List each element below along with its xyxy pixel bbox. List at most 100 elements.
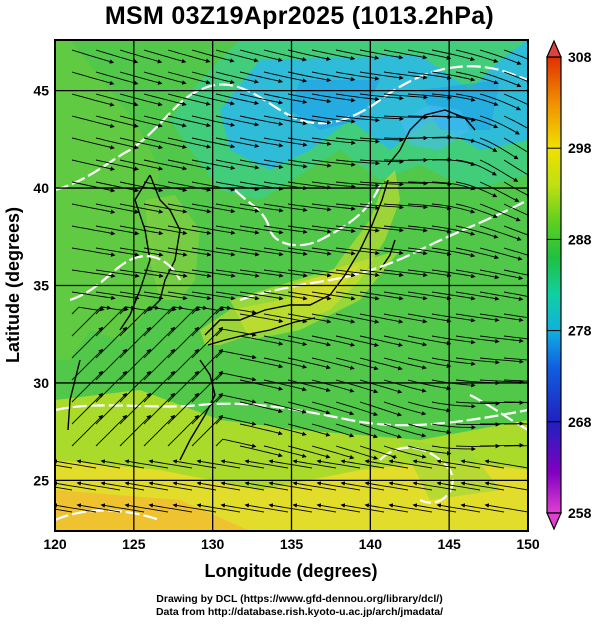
streamline <box>215 159 260 170</box>
streamline <box>124 459 169 469</box>
lon-tick-label: 120 <box>43 536 67 552</box>
streamline <box>268 459 313 469</box>
streamline <box>431 203 476 214</box>
streamline <box>167 137 212 149</box>
streamline <box>167 159 212 171</box>
streamline <box>311 335 356 347</box>
streamline <box>407 269 452 278</box>
streamline <box>244 459 289 469</box>
colorbar-gradient <box>546 56 562 514</box>
streamline <box>359 181 404 187</box>
streamline <box>311 93 356 103</box>
streamline <box>287 379 331 392</box>
streamline <box>119 225 164 236</box>
streamline <box>172 481 217 491</box>
streamline <box>383 181 429 186</box>
streamline <box>143 159 188 171</box>
streamline <box>479 443 525 448</box>
streamline <box>364 503 409 513</box>
streamline <box>503 93 528 106</box>
streamline <box>263 269 308 278</box>
streamline <box>479 357 524 364</box>
streamline <box>455 401 501 406</box>
streamline <box>311 379 355 393</box>
streamline <box>431 401 476 409</box>
streamline <box>196 481 241 491</box>
streamline <box>503 225 528 236</box>
lon-tick-label: 135 <box>280 536 304 552</box>
streamline <box>407 71 452 80</box>
streamline <box>316 459 361 469</box>
streamline <box>196 459 241 469</box>
streamline <box>239 115 284 126</box>
streamline <box>239 203 284 213</box>
streamline <box>311 181 356 189</box>
streamline <box>287 335 332 347</box>
streamline <box>359 357 403 371</box>
streamline <box>359 93 404 101</box>
streamline <box>119 247 164 257</box>
streamline <box>359 137 405 143</box>
streamline <box>239 291 284 301</box>
streamline <box>359 401 402 417</box>
streamline <box>263 335 308 347</box>
streamline <box>239 335 284 346</box>
streamline <box>239 379 284 391</box>
streamline <box>263 291 308 301</box>
streamline <box>148 481 193 491</box>
streamline <box>383 203 428 210</box>
streamline <box>359 71 404 80</box>
streamline <box>431 159 476 166</box>
streamline <box>95 71 139 86</box>
streamline <box>359 291 404 301</box>
streamline <box>215 225 260 235</box>
streamline <box>263 247 308 256</box>
streamline <box>335 269 380 278</box>
streamline <box>287 115 332 125</box>
streamline <box>172 459 217 469</box>
streamline <box>292 503 337 513</box>
streamline <box>71 370 104 403</box>
streamline <box>167 269 212 278</box>
streamline <box>119 291 164 301</box>
streamline <box>431 291 476 301</box>
streamline <box>455 357 500 365</box>
streamline <box>359 269 404 278</box>
streamline <box>119 71 163 85</box>
streamline <box>431 357 476 366</box>
streamline <box>196 503 241 513</box>
streamline <box>388 459 433 469</box>
streamline <box>407 203 452 211</box>
streamline <box>340 459 385 469</box>
streamline <box>311 203 356 211</box>
streamline <box>167 291 212 301</box>
streamline <box>407 423 452 435</box>
streamline <box>55 486 73 491</box>
streamline <box>95 49 139 64</box>
lat-tick-label: 40 <box>33 180 49 196</box>
streamline <box>455 49 499 63</box>
streamline <box>292 481 337 491</box>
streamline <box>167 93 211 106</box>
streamline <box>335 93 380 102</box>
streamline <box>311 291 356 301</box>
streamline <box>383 225 428 233</box>
streamline <box>460 481 505 491</box>
streamline <box>239 225 284 235</box>
streamline <box>311 115 356 124</box>
streamline <box>119 414 152 447</box>
streamline <box>55 503 97 513</box>
streamline <box>359 379 403 394</box>
colorbar-tick-label: 268 <box>568 414 592 430</box>
colorbar-min-triangle <box>546 512 562 531</box>
streamline <box>335 71 380 81</box>
streamline <box>503 401 528 403</box>
streamline <box>431 247 476 258</box>
streamline <box>215 203 260 213</box>
streamline <box>287 71 332 83</box>
streamline <box>263 423 307 436</box>
streamline <box>143 269 188 278</box>
streamline <box>484 503 528 513</box>
streamline <box>359 335 403 347</box>
streamline <box>479 335 524 343</box>
